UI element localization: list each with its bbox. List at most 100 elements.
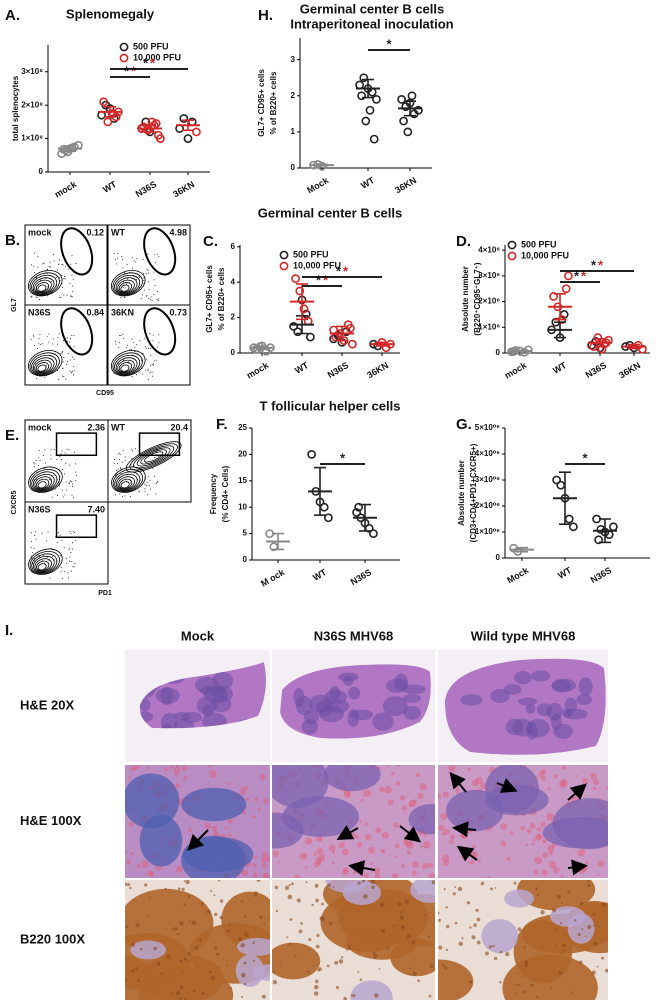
stain-dot [375,948,378,951]
red-pulp [553,866,560,874]
data-point [319,502,329,512]
contour [31,274,58,295]
stain-dot [156,961,161,966]
follicle [403,705,421,720]
follicle [564,697,578,713]
red-pulp [542,852,549,859]
event-dot [52,556,54,558]
red-pulp [417,792,424,800]
follicle [316,700,333,717]
event-dot [68,268,70,270]
red-pulp [520,825,526,831]
red-pulp [130,851,135,856]
contour [117,476,135,490]
stain-dot [571,991,574,994]
data-point [329,325,338,335]
event-dot [135,374,137,376]
data-point [371,94,381,104]
legend-marker [507,240,517,250]
legend-marker [279,250,289,260]
event-dot [52,343,54,345]
follicle [212,671,234,690]
significance-mark: * [323,272,329,287]
event-dot [44,376,46,378]
event-dot [129,349,131,351]
follicle [514,671,532,685]
stain-dot [208,970,212,974]
red-pulp [412,870,417,876]
red-pulp [468,861,471,864]
panel-label: F. [216,416,228,433]
red-pulp [428,863,434,868]
red-pulp [243,786,248,791]
stain-dot [499,950,503,954]
event-dot [39,279,41,281]
event-dot [144,483,146,485]
arrow [456,845,478,862]
event-dot [73,335,75,337]
contour [133,445,175,469]
stain-dot [216,952,220,956]
stain-dot [320,917,325,922]
stain-dot [466,901,471,905]
event-dot [67,352,69,354]
event-dot [52,254,54,256]
event-dot [36,378,38,380]
red-pulp [261,851,269,858]
stain-dot [393,924,396,927]
red-pulp [341,848,349,856]
red-pulp [404,840,412,848]
event-dot [157,346,159,348]
stain-dot [252,959,255,962]
red-pulp [357,842,363,848]
red-pulp [585,860,589,864]
red-pulp [265,855,270,862]
stain-dot [340,956,344,959]
event-dot [154,285,156,287]
red-pulp [447,765,452,771]
event-dot [117,463,119,465]
event-dot [147,272,149,274]
event-dot [47,531,49,533]
stain-dot [187,894,191,898]
red-pulp [164,767,169,772]
event-dot [143,277,145,279]
event-dot [119,452,121,454]
b-cell-zone [390,938,435,977]
stain-dot [485,951,489,956]
contour [34,279,52,294]
event-dot [65,562,67,564]
stain-dot [176,932,179,936]
significance-mark: * [143,55,149,70]
stain-dot [601,902,606,907]
y-tick-label: 5 [243,529,248,538]
legend-label: 10,000 PFU [133,52,181,62]
y-tick-label: 0 [231,348,236,357]
stain-dot [287,894,293,900]
red-pulp [211,825,218,832]
event-dot [73,345,75,347]
event-dot [121,495,123,497]
event-dot [144,338,146,340]
event-dot [57,337,59,339]
chart-title: Intraperitoneal inoculation [290,16,453,31]
red-pulp [412,860,419,868]
event-dot [42,263,44,265]
arrow [567,859,588,876]
event-dot [62,264,64,266]
event-dot [65,557,67,559]
event-dot [156,481,158,483]
red-pulp [265,789,268,792]
red-pulp [526,828,532,834]
flow-sample-name: WT [111,227,125,237]
gate [60,227,94,276]
stain-dot [240,900,244,903]
data-point [191,127,201,137]
stain-dot [381,929,386,933]
y-axis-label: Absolute number [461,266,470,332]
flow-sample-name: mock [28,422,53,432]
red-pulp [313,852,318,856]
event-dot [73,358,75,360]
contour [27,269,63,297]
